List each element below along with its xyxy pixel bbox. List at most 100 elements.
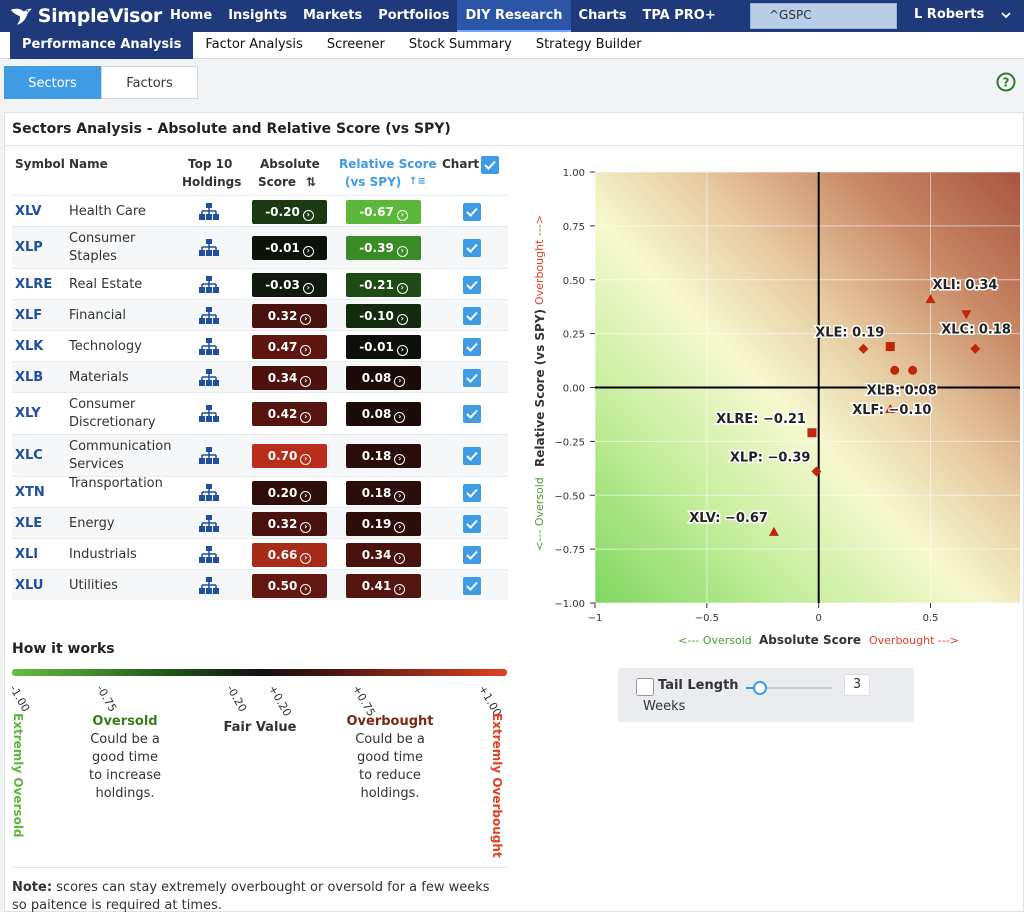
row-symbol[interactable]: XLI (15, 546, 39, 562)
relative-score-badge[interactable]: 0.08 › (346, 402, 421, 426)
holdings-tree-icon[interactable] (199, 275, 219, 294)
tail-length-checkbox[interactable] (636, 678, 654, 696)
holdings-tree-icon[interactable] (199, 239, 219, 257)
chart-toggle-checkbox[interactable] (463, 275, 481, 294)
absolute-score-value: 0.50 (267, 578, 298, 593)
header-absolute-line2[interactable]: Score (258, 175, 297, 189)
absolute-sort-icon[interactable]: ⇅ (306, 175, 317, 189)
help-icon[interactable]: ? (996, 72, 1016, 92)
brand[interactable]: SimpleVisor (0, 0, 162, 32)
chart-toggle-checkbox[interactable] (463, 306, 481, 325)
chart-toggle-checkbox[interactable] (463, 576, 481, 595)
absolute-score-badge[interactable]: 0.32 › (252, 303, 327, 328)
chart-toggle-checkbox[interactable] (463, 202, 481, 221)
chart-toggle-checkbox[interactable] (463, 514, 481, 533)
relative-score-badge[interactable]: 0.08 › (346, 365, 421, 390)
chart-toggle-checkbox[interactable] (463, 447, 481, 465)
relative-score-badge[interactable]: 0.34 › (346, 542, 421, 567)
symbol-search-input[interactable]: ^GSPC (750, 3, 897, 29)
tail-length-slider[interactable] (746, 680, 832, 696)
tail-length-value[interactable]: 3 (844, 674, 870, 696)
nav-tpa-pro[interactable]: TPA PRO+ (642, 8, 716, 23)
tail-length-label: Tail Length (658, 678, 739, 693)
subnav-strategy-builder[interactable]: Strategy Builder (535, 36, 642, 52)
holdings-tree-icon[interactable] (199, 202, 219, 221)
nav-insights[interactable]: Insights (228, 8, 287, 23)
row-symbol[interactable]: XLK (15, 338, 44, 354)
absolute-score-badge[interactable]: 0.42 › (252, 402, 327, 426)
nav-home[interactable]: Home (170, 8, 213, 23)
holdings-tree-icon[interactable] (199, 337, 219, 356)
holdings-tree-icon[interactable] (199, 306, 219, 325)
absolute-score-badge[interactable]: 0.47 › (252, 334, 327, 359)
row-symbol[interactable]: XLF (15, 307, 43, 323)
absolute-score-badge[interactable]: 0.20 › (252, 480, 327, 505)
relative-score-badge[interactable]: 0.19 › (346, 511, 421, 536)
holdings-tree-icon[interactable] (199, 368, 219, 387)
absolute-score-badge[interactable]: 0.70 › (252, 444, 327, 468)
tab-sectors[interactable]: Sectors (4, 66, 101, 99)
chevron-down-icon[interactable] (1000, 8, 1012, 22)
relative-score-badge[interactable]: 0.18 › (346, 480, 421, 505)
user-menu[interactable]: L Roberts (914, 7, 985, 22)
select-all-checkbox[interactable] (481, 156, 499, 174)
chart-toggle-checkbox[interactable] (463, 483, 481, 502)
holdings-tree-icon[interactable] (199, 576, 219, 595)
chart-toggle-checkbox[interactable] (463, 368, 481, 387)
relative-sort-icon[interactable]: ↑≡ (409, 176, 426, 187)
holdings-tree-icon[interactable] (199, 514, 219, 533)
relative-score-badge[interactable]: -0.21 › (346, 272, 421, 297)
header-symbol[interactable]: Symbol (15, 157, 65, 171)
relative-score-badge[interactable]: 0.18 › (346, 444, 421, 468)
absolute-score-badge[interactable]: -0.20 › (252, 199, 327, 224)
nav-diy-research[interactable]: DIY Research (457, 0, 571, 32)
subnav-factor-analysis[interactable]: Factor Analysis (205, 36, 303, 52)
holdings-tree-icon[interactable] (199, 447, 219, 465)
relative-score-badge[interactable]: -0.67 › (346, 199, 421, 224)
chart-toggle-checkbox[interactable] (463, 239, 481, 257)
absolute-score-badge[interactable]: 0.50 › (252, 573, 327, 598)
absolute-score-badge[interactable]: 0.34 › (252, 365, 327, 390)
absolute-score-badge[interactable]: -0.03 › (252, 272, 327, 297)
absolute-score-value: -0.01 (265, 241, 300, 255)
relative-score-badge[interactable]: -0.01 › (346, 334, 421, 359)
relative-score-badge[interactable]: -0.39 › (346, 236, 421, 260)
header-name[interactable]: Name (69, 157, 108, 171)
absolute-score-badge[interactable]: -0.01 › (252, 236, 327, 260)
row-symbol[interactable]: XTN (15, 484, 45, 500)
chart-toggle-checkbox[interactable] (463, 337, 481, 356)
row-symbol[interactable]: XLP (15, 240, 43, 255)
chart-toggle-checkbox[interactable] (463, 405, 481, 423)
relative-score-badge[interactable]: -0.10 › (346, 303, 421, 328)
table-row: XLF Financial 0.32 › -0.10 › (12, 299, 508, 330)
holdings-tree-icon[interactable] (199, 405, 219, 423)
header-relative-line2[interactable]: (vs SPY) (345, 175, 402, 189)
arrow-right-icon: › (300, 412, 312, 423)
chart-toggle-checkbox[interactable] (463, 545, 481, 564)
absolute-score-badge[interactable]: 0.32 › (252, 511, 327, 536)
row-symbol[interactable]: XLE (15, 515, 43, 531)
row-symbol[interactable]: XLU (15, 577, 44, 593)
nav-charts[interactable]: Charts (578, 8, 627, 23)
score-scatter-chart[interactable]: −1 −0.5 0 0.51.000.750.500.250.00−0.25−0.50… (527, 160, 1024, 655)
holdings-tree-icon[interactable] (199, 483, 219, 502)
absolute-score-badge[interactable]: 0.66 › (252, 542, 327, 567)
row-symbol[interactable]: XLC (15, 448, 43, 463)
relative-score-badge[interactable]: 0.41 › (346, 573, 421, 598)
row-symbol[interactable]: XLY (15, 406, 41, 421)
tab-factors[interactable]: Factors (101, 66, 198, 99)
arrow-right-icon: › (396, 313, 408, 325)
y-tick-label: −0.50 (554, 491, 585, 502)
subnav-performance-analysis[interactable]: Performance Analysis (10, 31, 194, 59)
subnav-stock-summary[interactable]: Stock Summary (408, 36, 512, 52)
row-symbol[interactable]: XLRE (15, 276, 53, 292)
header-relative-line1[interactable]: Relative Score (339, 157, 437, 171)
row-symbol[interactable]: XLV (15, 203, 42, 219)
header-absolute-line1[interactable]: Absolute (260, 157, 320, 171)
subnav-screener[interactable]: Screener (326, 36, 385, 52)
extremely-oversold-label: Extremly Oversold (11, 713, 25, 838)
holdings-tree-icon[interactable] (199, 545, 219, 564)
row-symbol[interactable]: XLB (15, 369, 44, 385)
nav-portfolios[interactable]: Portfolios (378, 8, 450, 23)
nav-markets[interactable]: Markets (303, 8, 363, 23)
